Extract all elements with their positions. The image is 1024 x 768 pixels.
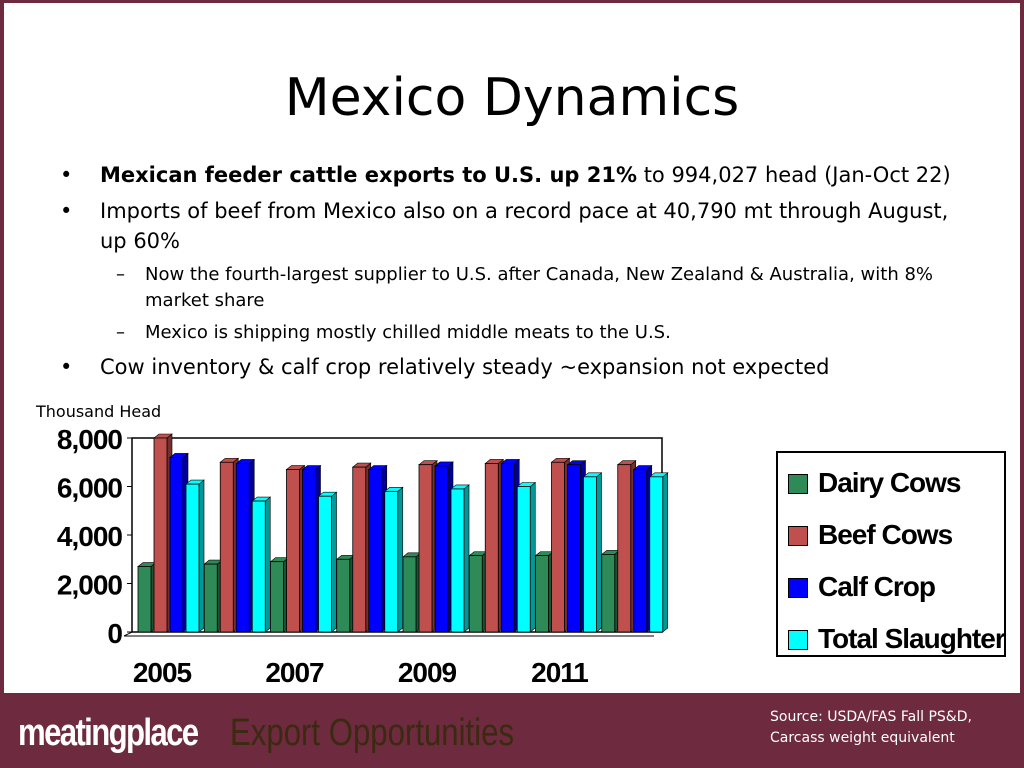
bar-side bbox=[529, 481, 536, 633]
bar-chart: 0 2,000 4,000 6,000 8,000 2005 2007 2009 2011 bbox=[57, 424, 669, 688]
sub-bullet-text: Mexico is shipping mostly chilled middle… bbox=[145, 322, 671, 343]
legend-swatch bbox=[788, 526, 808, 546]
legend-label: Calf Crop bbox=[818, 571, 936, 602]
bullet-item: • Cow inventory & calf crop relatively s… bbox=[60, 352, 980, 382]
bullet-glyph: • bbox=[60, 199, 73, 223]
bar bbox=[286, 469, 300, 633]
y-tick-label: 2,000 bbox=[57, 570, 122, 601]
x-tick-label: 2011 bbox=[531, 657, 588, 688]
source-line: Carcass weight equivalent bbox=[770, 730, 955, 746]
bar-side bbox=[662, 472, 669, 633]
bar bbox=[516, 486, 531, 633]
legend-swatch bbox=[788, 578, 808, 598]
bar-side bbox=[264, 496, 271, 633]
bar-side bbox=[463, 484, 470, 633]
bullet-item: • Imports of beef from Mexico also on a … bbox=[60, 196, 980, 256]
source-line: Source: USDA/FAS Fall PS&D, bbox=[770, 709, 972, 725]
sub-bullet-text: Now the fourth-largest supplier to U.S. … bbox=[145, 264, 934, 311]
bar bbox=[336, 558, 351, 633]
legend-label: Dairy Cows bbox=[818, 467, 961, 498]
bar bbox=[567, 464, 581, 633]
bar bbox=[633, 469, 648, 633]
bar bbox=[153, 437, 168, 633]
legend-label: Beef Cows bbox=[818, 519, 953, 550]
bullet-list: • Mexican feeder cattle exports to U.S. … bbox=[60, 160, 980, 388]
bullet-glyph: • bbox=[60, 355, 73, 379]
bar-side bbox=[331, 491, 337, 633]
floor-edge bbox=[123, 631, 133, 637]
bar bbox=[219, 461, 234, 633]
bar bbox=[402, 556, 417, 633]
source-note: Source: USDA/FAS Fall PS&D, Carcass weig… bbox=[770, 707, 972, 749]
dash-glyph: – bbox=[116, 264, 125, 285]
y-tick-label: 6,000 bbox=[57, 473, 122, 504]
y-tick-label: 8,000 bbox=[57, 424, 122, 455]
sub-bullet-item: – Mexico is shipping mostly chilled midd… bbox=[60, 320, 980, 346]
x-tick-label: 2007 bbox=[265, 657, 324, 688]
bar bbox=[235, 463, 250, 633]
bar bbox=[418, 464, 433, 633]
slide-title: Mexico Dynamics bbox=[284, 68, 740, 128]
bullet-glyph: • bbox=[60, 163, 73, 187]
bar bbox=[352, 466, 367, 633]
bullet-text: Cow inventory & calf crop relatively ste… bbox=[100, 355, 830, 379]
bar bbox=[384, 490, 399, 633]
bar bbox=[484, 463, 499, 633]
bullet-item: • Mexican feeder cattle exports to U.S. … bbox=[60, 160, 980, 190]
bar-side bbox=[198, 479, 205, 633]
bar bbox=[583, 476, 597, 633]
x-tick-label: 2005 bbox=[133, 657, 192, 688]
bar bbox=[169, 457, 184, 633]
bar bbox=[318, 495, 332, 633]
bar bbox=[649, 476, 664, 633]
bar bbox=[450, 488, 465, 633]
x-tick-label: 2009 bbox=[398, 657, 457, 688]
bar bbox=[270, 561, 284, 633]
bar bbox=[185, 483, 200, 633]
dash-glyph: – bbox=[116, 322, 125, 343]
sub-bullet-item: – Now the fourth-largest supplier to U.S… bbox=[60, 262, 980, 314]
meatingplace-logo: meatingplace bbox=[18, 712, 199, 754]
bar bbox=[601, 553, 616, 633]
y-tick-label: 4,000 bbox=[57, 521, 122, 552]
bar bbox=[535, 555, 549, 633]
legend-label: Total Slaughter bbox=[818, 623, 1006, 654]
bar bbox=[302, 469, 316, 633]
bar bbox=[203, 563, 218, 633]
chart-legend: Dairy Cows Beef Cows Calf Crop Total Slaugh… bbox=[776, 451, 1006, 657]
legend-swatch bbox=[788, 474, 808, 494]
y-axis-label: Thousand Head bbox=[36, 402, 162, 421]
bar-side bbox=[596, 472, 602, 633]
bar bbox=[468, 555, 483, 633]
bullet-bold-text: Mexican feeder cattle exports to U.S. up… bbox=[100, 163, 638, 187]
footer-tagline: Export Opportunities bbox=[230, 712, 515, 754]
bullet-text: to 994,027 head (Jan-Oct 22) bbox=[637, 163, 951, 187]
bar bbox=[434, 465, 449, 633]
bar-side bbox=[397, 486, 404, 633]
bar bbox=[617, 464, 632, 633]
bar bbox=[368, 469, 383, 633]
bullet-text: Imports of beef from Mexico also on a re… bbox=[100, 199, 949, 253]
bar bbox=[500, 463, 515, 633]
bar bbox=[551, 461, 565, 633]
bar bbox=[251, 500, 266, 633]
y-tick-label: 0 bbox=[107, 618, 122, 649]
legend-swatch bbox=[788, 630, 808, 650]
bar bbox=[137, 566, 152, 633]
